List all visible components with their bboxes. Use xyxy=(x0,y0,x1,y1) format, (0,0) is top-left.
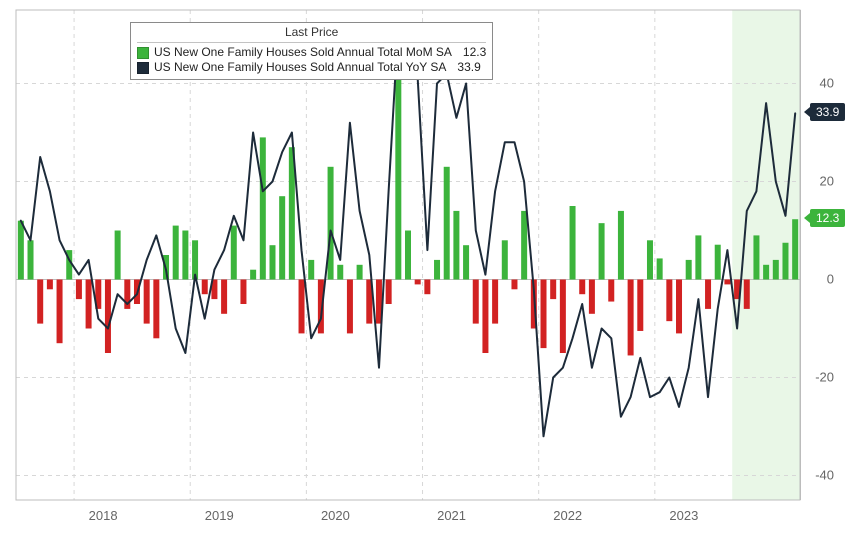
legend-swatch xyxy=(137,47,149,59)
legend-series-value: 33.9 xyxy=(457,60,480,75)
callout-arrow-icon xyxy=(804,107,810,117)
svg-text:2022: 2022 xyxy=(553,508,582,523)
legend-title: Last Price xyxy=(137,25,486,43)
legend-box: Last Price US New One Family Houses Sold… xyxy=(130,22,493,80)
value-callout: 12.3 xyxy=(810,209,845,227)
svg-text:0: 0 xyxy=(827,272,834,287)
value-callout: 33.9 xyxy=(810,103,845,121)
svg-text:2021: 2021 xyxy=(437,508,466,523)
svg-text:-40: -40 xyxy=(815,468,834,483)
legend-series-label: US New One Family Houses Sold Annual Tot… xyxy=(154,60,446,75)
svg-text:20: 20 xyxy=(820,174,834,189)
legend-series-value: 12.3 xyxy=(463,45,486,60)
legend-swatch xyxy=(137,62,149,74)
svg-text:-20: -20 xyxy=(815,370,834,385)
svg-text:2023: 2023 xyxy=(669,508,698,523)
svg-text:2018: 2018 xyxy=(89,508,118,523)
legend-series-label: US New One Family Houses Sold Annual Tot… xyxy=(154,45,452,60)
legend-row: US New One Family Houses Sold Annual Tot… xyxy=(137,60,486,75)
legend-row: US New One Family Houses Sold Annual Tot… xyxy=(137,45,486,60)
housing-chart: -40 -20 0 20 40 2018 2019 2020 2021 2022 2023 Last… xyxy=(0,0,848,541)
chart-canvas: -40 -20 0 20 40 2018 2019 2020 2021 2022 2023 xyxy=(0,0,848,541)
svg-text:2019: 2019 xyxy=(205,508,234,523)
svg-text:2020: 2020 xyxy=(321,508,350,523)
svg-text:40: 40 xyxy=(820,76,834,91)
callout-arrow-icon xyxy=(804,213,810,223)
